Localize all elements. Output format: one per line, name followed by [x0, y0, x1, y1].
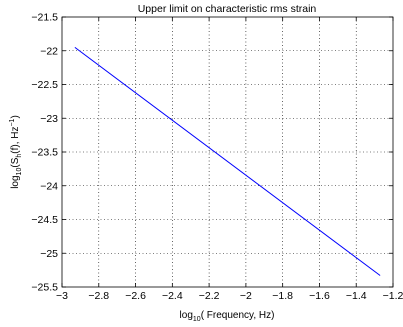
y-axis-label-p3: (f), Hz [10, 127, 21, 154]
x-axis-label-suffix: ( Frequency, Hz) [201, 310, 275, 321]
y-axis-label-p1: log [10, 175, 21, 188]
chart-title: Upper limit on characteristic rms strain [138, 3, 317, 15]
ticks [61, 16, 394, 288]
y-axis-label-p4: ) [10, 115, 21, 118]
x-tick-label: −1.8 [272, 290, 293, 302]
x-tick-label: −1.4 [346, 290, 367, 302]
y-axis-label-s1: 10 [16, 168, 23, 176]
x-tick-label: −2 [240, 290, 252, 302]
x-tick-label: −1.2 [383, 290, 403, 302]
grid [62, 17, 393, 287]
series-layer [74, 46, 381, 276]
y-tick-label: −25.5 [31, 282, 58, 294]
x-axis-label: log10( Frequency, Hz) [180, 310, 275, 322]
x-tick-label: −2.2 [199, 290, 220, 302]
x-tick-label: −2.4 [162, 290, 183, 302]
y-axis-label-s2: h [16, 154, 23, 158]
y-tick-label: −24 [40, 180, 58, 192]
series-line [74, 46, 381, 276]
x-tick-label: −2.8 [88, 290, 109, 302]
y-tick-label: −21.5 [31, 12, 58, 24]
y-axis-label-p2: (S [10, 157, 21, 167]
x-axis-label-sub: 10 [193, 316, 201, 322]
x-axis-label-prefix: log [180, 310, 193, 321]
y-tick-label: −25 [40, 248, 58, 260]
y-tick-label: −23 [40, 113, 58, 125]
y-tick-label: −23.5 [31, 147, 58, 159]
x-tick-label: −3 [56, 290, 68, 302]
y-tick-label: −24.5 [31, 214, 58, 226]
x-tick-label: −1.6 [309, 290, 330, 302]
x-tick-label: −2.6 [125, 290, 146, 302]
y-axis-label-s3: −1 [9, 118, 16, 126]
y-axis-label: log10(Sh(f), Hz−1) [9, 115, 23, 189]
y-tick-label: −22.5 [31, 79, 58, 91]
y-tick-label: −22 [40, 45, 58, 57]
